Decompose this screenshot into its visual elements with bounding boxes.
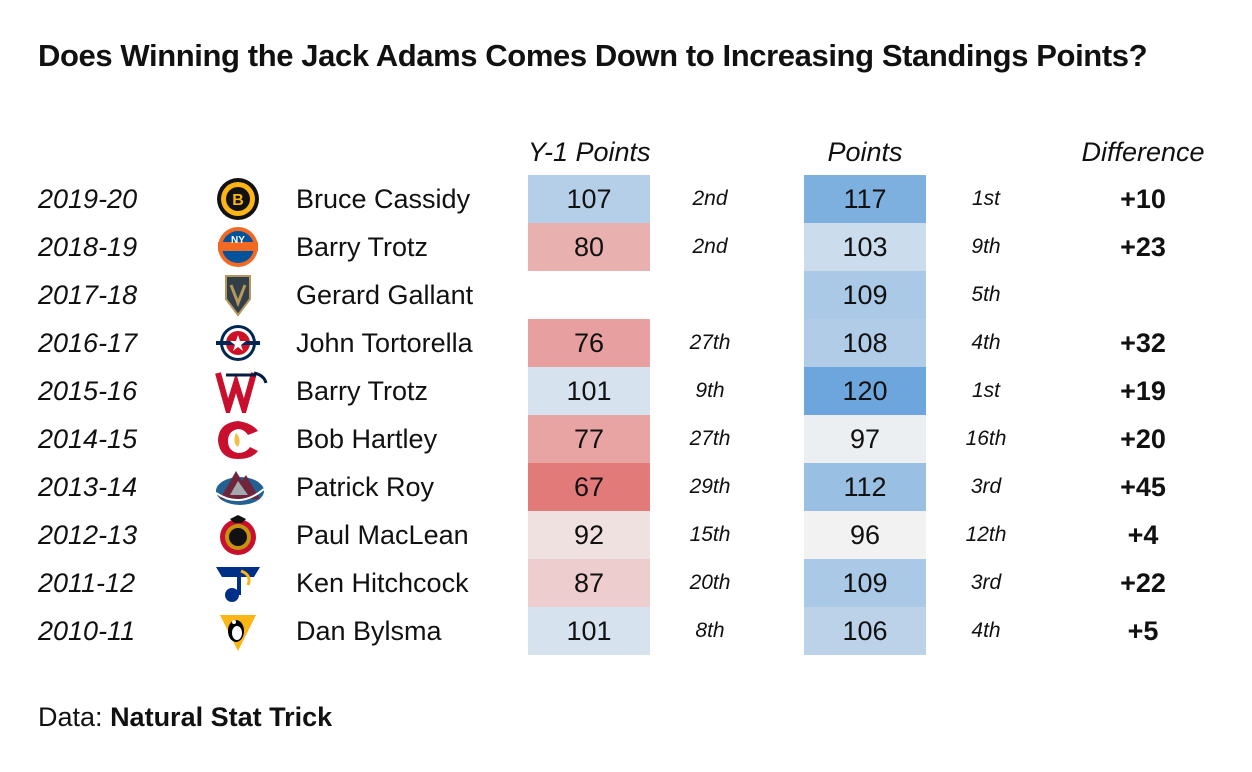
flames-logo — [212, 417, 264, 461]
difference-value: +45 — [1120, 472, 1166, 502]
table-row: 2016-17 John Tortorella 76 27th 108 4th +32 — [0, 319, 1252, 367]
points-cell: 117 — [804, 175, 926, 223]
data-source-label: Data: — [38, 702, 103, 732]
rank: 12th — [965, 523, 1007, 546]
season-label: 2014-15 — [38, 424, 138, 454]
rank: 3rd — [970, 475, 1002, 498]
season-label: 2010-11 — [38, 616, 136, 646]
islanders-logo: NY — [212, 225, 264, 269]
points-cell: 112 — [804, 463, 926, 511]
prev-points-cell: 80 — [528, 223, 650, 271]
table-row: 2015-16 Barry Trotz 101 9th 120 1st +19 — [0, 367, 1252, 415]
header-points: Points — [827, 137, 903, 167]
header-prev-points: Y-1 Points — [528, 137, 651, 167]
prev-rank: 15th — [689, 523, 731, 546]
coach-name: John Tortorella — [296, 328, 473, 358]
table-row: 2011-12 Ken Hitchcock 87 20th 109 3rd +22 — [0, 559, 1252, 607]
table-row: 2014-15 Bob Hartley 77 27th 97 16th +20 — [0, 415, 1252, 463]
season-label: 2018-19 — [38, 232, 138, 262]
table-row: 2012-13 Paul MacLean 92 15th 96 12th +4 — [0, 511, 1252, 559]
points-cell: 103 — [804, 223, 926, 271]
capitals-logo — [212, 369, 268, 413]
senators-logo — [212, 513, 264, 557]
penguins-logo — [212, 609, 264, 653]
rank: 4th — [971, 619, 1001, 642]
prev-rank: 8th — [695, 619, 725, 642]
coach-name: Barry Trotz — [296, 232, 429, 262]
season-label: 2011-12 — [38, 568, 136, 598]
difference-value: +20 — [1120, 424, 1166, 454]
bruins-logo: B — [212, 177, 264, 221]
prev-points-cell: 87 — [528, 559, 650, 607]
rank: 4th — [971, 331, 1001, 354]
svg-text:NY: NY — [231, 235, 245, 246]
data-source: Data: Natural Stat Trick — [38, 702, 332, 733]
golden-knights-logo — [212, 273, 264, 317]
prev-points-cell: 107 — [528, 175, 650, 223]
prev-rank: 27th — [689, 331, 731, 354]
points-cell: 108 — [804, 319, 926, 367]
prev-rank: 20th — [689, 571, 731, 594]
season-label: 2015-16 — [38, 376, 138, 406]
rank: 9th — [971, 235, 1001, 258]
points-cell: 96 — [804, 511, 926, 559]
prev-points-cell: 67 — [528, 463, 650, 511]
difference-value: +19 — [1120, 376, 1166, 406]
coach-name: Barry Trotz — [296, 376, 429, 406]
chart-title: Does Winning the Jack Adams Comes Down t… — [38, 38, 1148, 73]
prev-points-cell: 77 — [528, 415, 650, 463]
prev-points-cell: 92 — [528, 511, 650, 559]
season-label: 2012-13 — [38, 520, 138, 550]
rank: 16th — [965, 427, 1007, 450]
coach-name: Patrick Roy — [296, 472, 435, 502]
points-cell: 109 — [804, 271, 926, 319]
blue-jackets-logo — [212, 321, 264, 365]
difference-value: +10 — [1120, 184, 1166, 214]
prev-rank: 27th — [689, 427, 731, 450]
rank: 1st — [971, 187, 1000, 210]
blues-logo — [212, 561, 264, 605]
difference-value: +4 — [1127, 520, 1159, 550]
prev-rank: 29th — [689, 475, 731, 498]
season-label: 2016-17 — [38, 328, 138, 358]
coach-name: Ken Hitchcock — [296, 568, 469, 598]
svg-text:B: B — [232, 192, 244, 209]
difference-value: +5 — [1127, 616, 1159, 646]
table-row: 2013-14 Patrick Roy 67 29th 112 3rd +45 — [0, 463, 1252, 511]
table-row: 2010-11 Dan Bylsma 101 8th 106 4th +5 — [0, 607, 1252, 655]
coach-name: Gerard Gallant — [296, 280, 474, 310]
season-label: 2013-14 — [38, 472, 138, 502]
points-cell: 109 — [804, 559, 926, 607]
header-difference: Difference — [1081, 137, 1205, 167]
coach-name: Dan Bylsma — [296, 616, 442, 646]
coach-name: Bruce Cassidy — [296, 184, 471, 214]
rank: 5th — [971, 283, 1001, 306]
table-row: 2019-20 B Bruce Cassidy 107 2nd 117 1st +10 — [0, 175, 1252, 223]
table-row: 2018-19 NY Barry Trotz 80 2nd 103 9th +23 — [0, 223, 1252, 271]
rank: 1st — [971, 379, 1000, 402]
table-row: 2017-18 Gerard Gallant 109 5th — [0, 271, 1252, 319]
prev-rank: 2nd — [692, 235, 728, 258]
season-label: 2017-18 — [38, 280, 138, 310]
difference-value: +32 — [1120, 328, 1166, 358]
data-source-name: Natural Stat Trick — [110, 702, 333, 732]
points-cell: 106 — [804, 607, 926, 655]
rank: 3rd — [970, 571, 1002, 594]
difference-value: +22 — [1120, 568, 1166, 598]
season-label: 2019-20 — [38, 184, 138, 214]
difference-value: +23 — [1120, 232, 1166, 262]
avalanche-logo — [212, 465, 265, 509]
prev-points-cell: 76 — [528, 319, 650, 367]
prev-rank: 9th — [695, 379, 725, 402]
prev-points-cell: 101 — [528, 607, 650, 655]
points-cell: 120 — [804, 367, 926, 415]
prev-points-cell: 101 — [528, 367, 650, 415]
prev-rank: 2nd — [692, 187, 728, 210]
coach-name: Bob Hartley — [296, 424, 438, 454]
points-cell: 97 — [804, 415, 926, 463]
coach-name: Paul MacLean — [296, 520, 469, 550]
